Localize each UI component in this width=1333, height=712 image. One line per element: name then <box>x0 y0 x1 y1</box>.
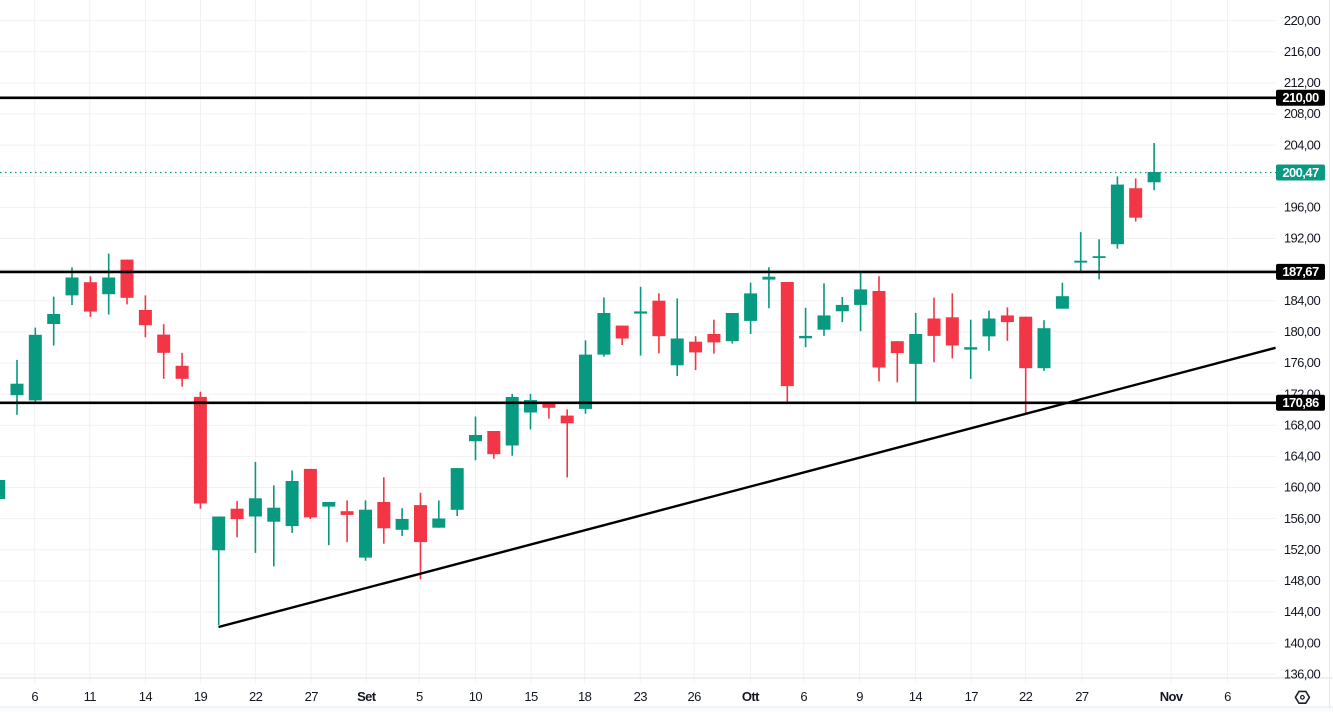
svg-text:187,67: 187,67 <box>1282 264 1319 279</box>
svg-text:14: 14 <box>139 689 153 704</box>
svg-text:200,47: 200,47 <box>1282 165 1319 180</box>
svg-text:22: 22 <box>1019 689 1033 704</box>
svg-text:176,00: 176,00 <box>1284 355 1321 370</box>
svg-text:144,00: 144,00 <box>1284 604 1321 619</box>
svg-text:164,00: 164,00 <box>1284 449 1321 464</box>
svg-text:160,00: 160,00 <box>1284 480 1321 495</box>
svg-text:220,00: 220,00 <box>1284 13 1321 28</box>
svg-text:6: 6 <box>1224 689 1231 704</box>
svg-text:23: 23 <box>634 689 648 704</box>
svg-text:27: 27 <box>1075 689 1089 704</box>
svg-text:14: 14 <box>909 689 923 704</box>
svg-text:Nov: Nov <box>1160 689 1184 704</box>
svg-text:140,00: 140,00 <box>1284 635 1321 650</box>
svg-text:17: 17 <box>965 689 979 704</box>
svg-text:180,00: 180,00 <box>1284 324 1321 339</box>
svg-text:18: 18 <box>578 689 592 704</box>
svg-text:216,00: 216,00 <box>1284 44 1321 59</box>
svg-text:184,00: 184,00 <box>1284 293 1321 308</box>
svg-text:Ott: Ott <box>742 689 760 704</box>
svg-text:9: 9 <box>856 689 863 704</box>
svg-text:11: 11 <box>84 689 97 704</box>
svg-text:156,00: 156,00 <box>1284 511 1321 526</box>
svg-text:6: 6 <box>800 689 807 704</box>
svg-text:6: 6 <box>31 689 38 704</box>
svg-text:10: 10 <box>469 689 483 704</box>
svg-text:5: 5 <box>416 689 423 704</box>
svg-text:170,86: 170,86 <box>1282 395 1319 410</box>
svg-text:Set: Set <box>357 689 377 704</box>
svg-text:208,00: 208,00 <box>1284 106 1321 121</box>
svg-text:15: 15 <box>524 689 538 704</box>
svg-text:192,00: 192,00 <box>1284 231 1321 246</box>
svg-text:204,00: 204,00 <box>1284 137 1321 152</box>
svg-text:152,00: 152,00 <box>1284 542 1321 557</box>
svg-text:22: 22 <box>249 689 263 704</box>
svg-text:136,00: 136,00 <box>1284 667 1321 682</box>
svg-text:19: 19 <box>194 689 208 704</box>
svg-text:148,00: 148,00 <box>1284 573 1321 588</box>
svg-text:27: 27 <box>305 689 319 704</box>
svg-text:26: 26 <box>687 689 701 704</box>
svg-text:212,00: 212,00 <box>1284 75 1321 90</box>
svg-text:196,00: 196,00 <box>1284 200 1321 215</box>
svg-text:168,00: 168,00 <box>1284 418 1321 433</box>
svg-text:210,00: 210,00 <box>1282 90 1319 105</box>
